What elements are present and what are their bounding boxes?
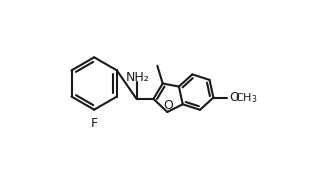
Text: CH$_3$: CH$_3$: [235, 91, 257, 105]
Text: O: O: [230, 91, 239, 104]
Text: NH₂: NH₂: [126, 71, 150, 84]
Text: O: O: [163, 99, 173, 112]
Text: F: F: [91, 117, 98, 130]
